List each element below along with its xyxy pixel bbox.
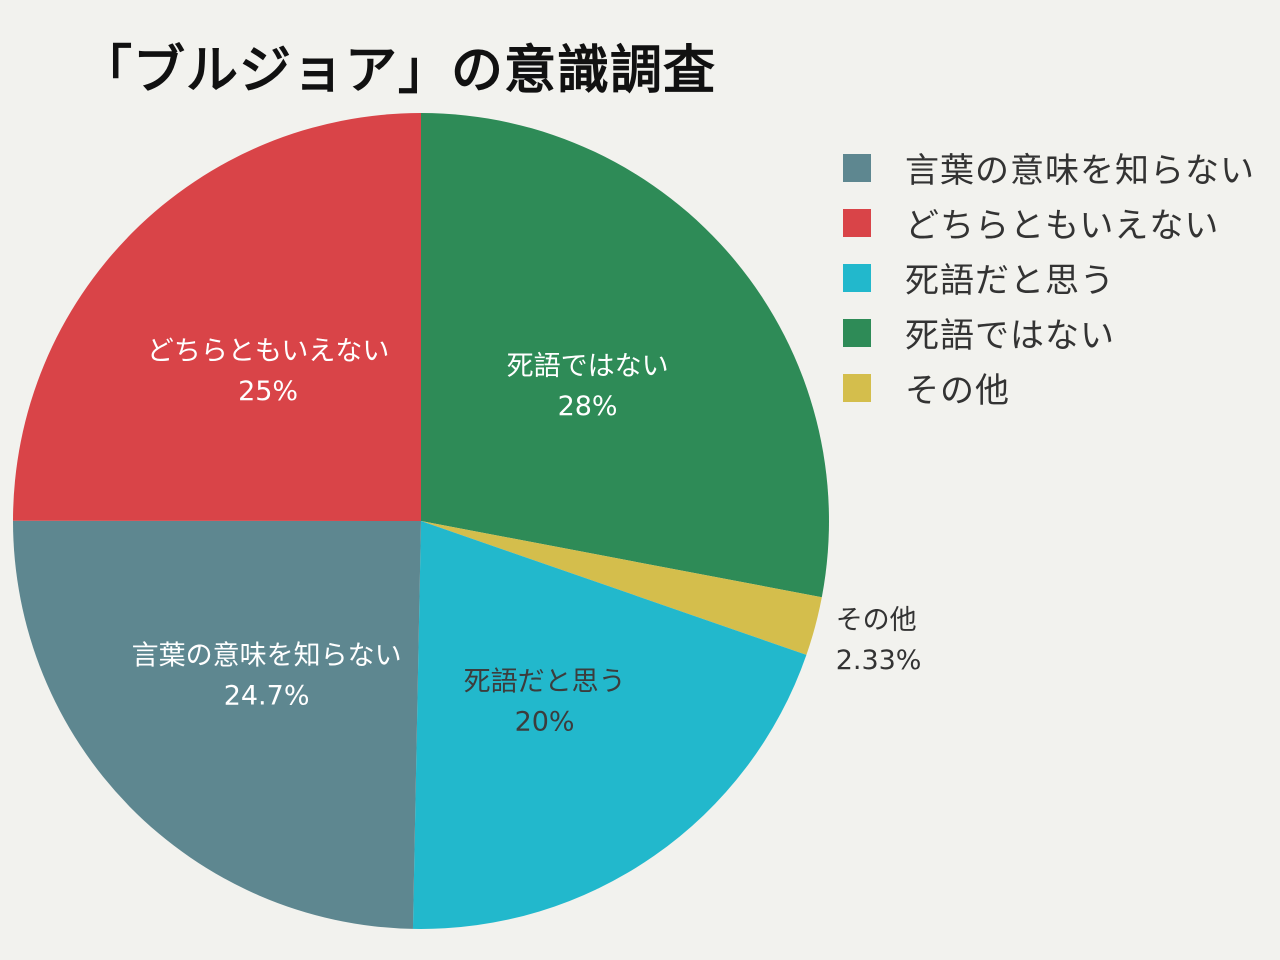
legend-swatch (843, 318, 871, 347)
legend: 言葉の意味を知らない どちらともいえない 死語だと思う 死語ではない その他 (843, 140, 1255, 415)
legend-swatch (843, 373, 871, 402)
legend-label: その他 (905, 371, 1010, 411)
slice-label-name: 死語ではない (507, 351, 669, 382)
legend-label: 死語ではない (905, 316, 1115, 356)
legend-item-not-dead-word: 死語ではない (843, 305, 1255, 360)
legend-item-dead-word: 死語だと思う (843, 250, 1255, 305)
slice-label-not-dead-word: 死語ではない 28% (507, 351, 669, 422)
slice-label-value: 25% (238, 376, 298, 407)
slice-label-neutral: どちらともいえない 25% (147, 336, 389, 407)
slice-label-other: その他 2.33% (836, 605, 922, 676)
slice-label-value: 20% (515, 706, 575, 737)
legend-item-unknown-meaning: 言葉の意味を知らない (843, 140, 1255, 195)
slice-label-name: 死語だと思う (464, 666, 626, 697)
legend-swatch (843, 208, 871, 237)
slice-label-value: 2.33% (836, 645, 922, 676)
chart-title: 「ブルジョア」の意識調査 (80, 41, 717, 101)
legend-label: 言葉の意味を知らない (905, 151, 1255, 191)
legend-swatch (843, 153, 871, 182)
slice-label-value: 28% (558, 391, 618, 422)
pie-slice-dead-word (412, 521, 807, 929)
slice-label-unknown-meaning: 言葉の意味を知らない 24.7% (132, 640, 402, 711)
legend-label: 死語だと思う (905, 261, 1115, 301)
pie-slice-other (421, 521, 822, 655)
legend-item-neutral: どちらともいえない (843, 195, 1255, 250)
legend-label: どちらともいえない (905, 206, 1220, 246)
pie-slice-unknown-meaning (12, 520, 421, 929)
slice-label-dead-word: 死語だと思う 20% (464, 666, 626, 737)
slice-label-value: 24.7% (224, 680, 310, 711)
legend-item-other: その他 (843, 360, 1255, 415)
slice-label-name: その他 (836, 605, 917, 636)
slice-label-name: どちらともいえない (147, 336, 389, 367)
legend-swatch (843, 263, 871, 292)
pie-slice-not-dead-word (421, 113, 829, 598)
pie-slice-neutral (13, 112, 421, 522)
slice-label-name: 言葉の意味を知らない (132, 640, 402, 671)
